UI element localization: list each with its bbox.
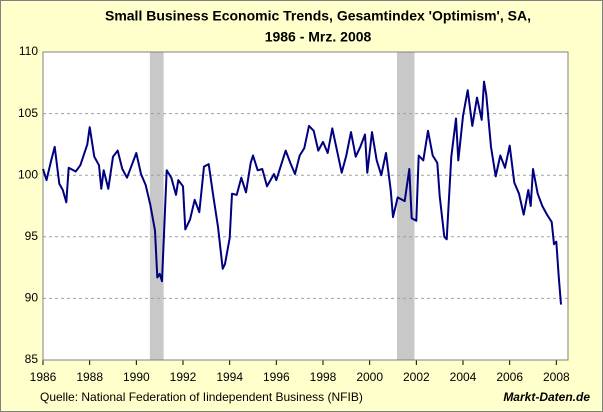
y-tick-label: 105 — [18, 106, 38, 120]
y-tick-label: 100 — [18, 167, 38, 181]
y-tick-label: 95 — [25, 229, 39, 243]
x-tick-label: 1994 — [216, 370, 243, 384]
y-tick-label: 85 — [25, 352, 39, 366]
watermark: Markt-Daten.de — [503, 390, 590, 404]
recession-band — [396, 52, 415, 360]
x-tick-label: 1990 — [123, 370, 150, 384]
x-tick-label: 1996 — [263, 370, 290, 384]
x-tick-label: 2002 — [403, 370, 430, 384]
plot-border — [42, 51, 569, 361]
x-tick-label: 2008 — [543, 370, 570, 384]
y-tick-label: 110 — [19, 44, 38, 58]
x-tick-label: 1986 — [30, 370, 57, 384]
recession-band — [149, 52, 164, 360]
x-tick-label: 1998 — [310, 370, 337, 384]
x-tick-label: 2004 — [450, 370, 477, 384]
plot-area — [43, 52, 568, 360]
x-tick-label: 1992 — [170, 370, 197, 384]
chart-title: Small Business Economic Trends, Gesamtin… — [105, 8, 531, 24]
y-tick-label: 90 — [25, 291, 39, 305]
x-tick-label: 2000 — [356, 370, 383, 384]
source: Quelle: National Federation of Iindepend… — [40, 390, 363, 404]
x-tick-label: 2006 — [496, 370, 523, 384]
line — [42, 80, 562, 305]
chart-title: 1986 - Mrz. 2008 — [265, 29, 372, 45]
x-tick-label: 1988 — [76, 370, 103, 384]
